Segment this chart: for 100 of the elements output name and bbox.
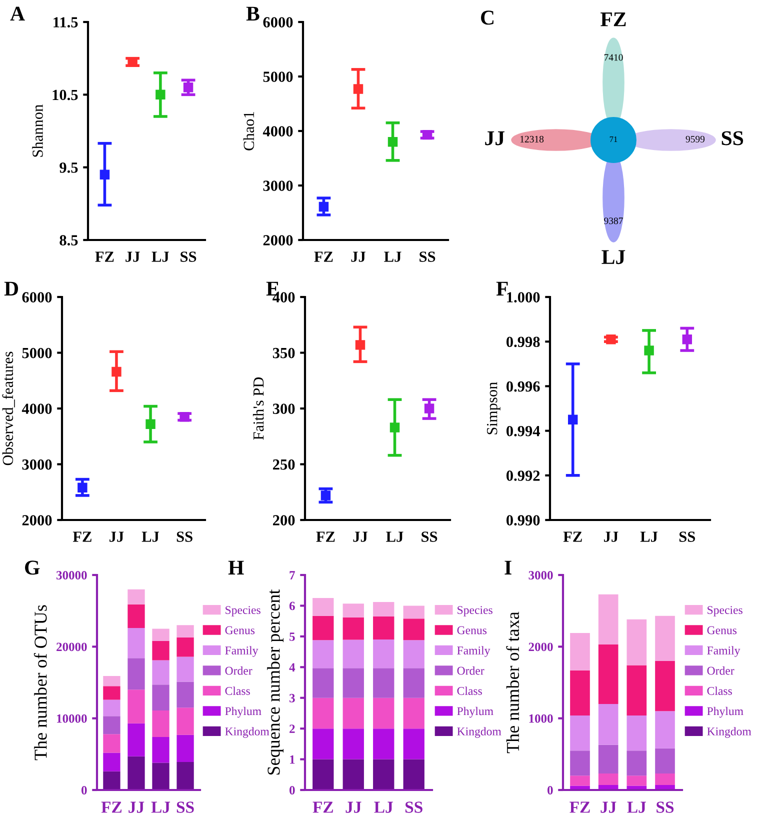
x-tick-label: FZ (72, 532, 92, 542)
category-label: JJ (485, 131, 504, 146)
data-label: 9599 (686, 136, 705, 142)
bar (403, 640, 424, 668)
x-tick-label: SS (679, 532, 695, 542)
x-tick-label: SS (176, 532, 192, 542)
y-tick-label: 1 (290, 755, 295, 764)
x-tick-label: JJ (126, 252, 140, 262)
bar (176, 682, 194, 708)
point (644, 346, 654, 356)
bar (403, 728, 424, 760)
x-tick-label: SS (180, 252, 196, 262)
x-tick-label: LJ (627, 802, 646, 813)
data-label: 9387 (604, 218, 623, 224)
bar (342, 728, 364, 760)
bar (342, 698, 364, 729)
y-tick-label: 350 (272, 348, 295, 358)
legend-label: Genus (225, 626, 255, 634)
bar (312, 616, 334, 640)
x-tick-label: FZ (312, 802, 333, 813)
x-tick-label: SS (420, 252, 436, 262)
y-tick-label: 11.5 (54, 17, 78, 28)
bar (128, 756, 145, 790)
y-tick-label: 0 (548, 786, 553, 794)
bar (373, 759, 394, 790)
bar (598, 594, 618, 645)
bar (570, 715, 590, 751)
y-tick-label: 2000 (528, 642, 553, 652)
y-tick-label: 0 (82, 786, 87, 794)
bar (598, 774, 618, 785)
point (355, 340, 366, 350)
x-tick-label: FZ (95, 252, 114, 262)
legend-label: Species (226, 606, 260, 616)
bar (570, 750, 590, 776)
bar (103, 716, 120, 734)
x-tick-label: JJ (110, 532, 124, 542)
y-tick-label: 0 (290, 786, 295, 794)
y-tick-label: 2000 (263, 235, 293, 246)
bar (176, 708, 194, 735)
bar (128, 589, 145, 604)
y-axis-title: Sequence number percent (267, 589, 284, 775)
legend-label: Phylum (225, 706, 262, 718)
y-tick-label: 2000 (22, 515, 52, 526)
y-tick-label: 3 (290, 694, 295, 702)
y-tick-label: 3000 (22, 459, 52, 470)
legend-label: Species (708, 606, 742, 616)
legend-label: Family (707, 646, 740, 657)
y-tick-label: 250 (273, 459, 295, 470)
bar (403, 668, 424, 698)
y-tick-label: 30000 (56, 571, 87, 580)
bar (373, 616, 394, 640)
bar (128, 690, 145, 724)
bar (598, 704, 618, 745)
text: C (481, 10, 494, 25)
x-tick-label: FZ (563, 532, 582, 542)
bar (403, 698, 424, 729)
point (388, 137, 398, 147)
bar (403, 606, 424, 619)
y-tick-label: 0.998 (506, 336, 540, 348)
category-label: FZ (600, 12, 626, 26)
y-tick-label: 0.996 (506, 381, 540, 392)
y-tick-label: 0.994 (506, 426, 540, 436)
y-tick-label: 4000 (22, 404, 52, 414)
y-tick-label: 5000 (263, 72, 293, 82)
x-tick-label: LJ (152, 252, 169, 262)
x-tick-label: JJ (346, 802, 362, 813)
bar (570, 633, 590, 670)
point (180, 412, 190, 422)
x-tick-label: SS (422, 532, 438, 542)
y-tick-label: 1000 (529, 714, 553, 723)
point (353, 84, 364, 94)
bar (342, 668, 364, 698)
point (390, 422, 400, 432)
x-tick-label: SS (656, 802, 674, 813)
bar (152, 660, 170, 685)
y-tick-label: 300 (272, 404, 295, 414)
bar (152, 628, 170, 641)
bar (655, 774, 675, 785)
x-tick-label: FZ (570, 802, 590, 813)
chart-title: H (228, 560, 244, 574)
y-tick-label: 10000 (57, 714, 87, 723)
text: 71 (610, 136, 618, 142)
bar (152, 684, 170, 710)
legend-label: Order (457, 666, 484, 675)
bar (128, 723, 145, 756)
y-axis-title: The number of taxa (506, 612, 520, 754)
y-tick-label: 1.000 (507, 292, 540, 303)
x-tick-label: JJ (353, 532, 368, 542)
y-tick-label: 4 (289, 663, 296, 672)
x-tick-label: LJ (142, 532, 160, 542)
y-tick-label: 20000 (56, 642, 87, 652)
legend-label: Kingdom (225, 727, 270, 738)
y-tick-label: 9.5 (60, 162, 78, 173)
bar (373, 728, 394, 760)
legend-label: Class (707, 686, 732, 695)
x-tick-label: LJ (151, 802, 170, 813)
point (112, 366, 122, 377)
point (606, 334, 616, 344)
bar (626, 619, 647, 666)
y-tick-label: 6000 (263, 17, 293, 28)
